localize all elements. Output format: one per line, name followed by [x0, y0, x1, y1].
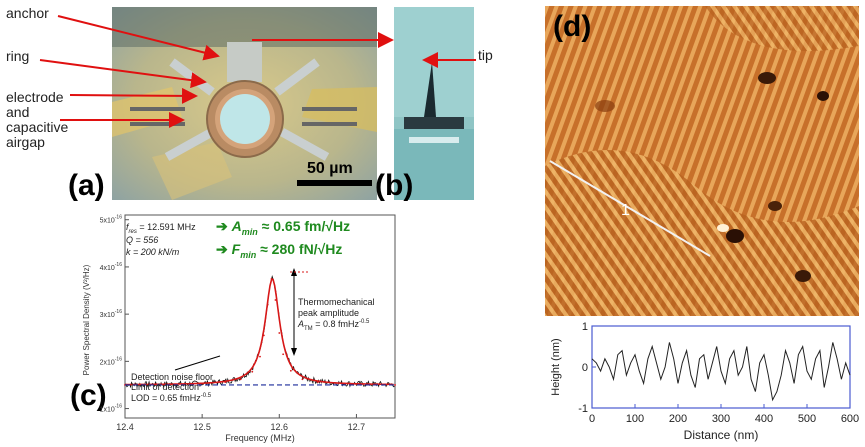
- psd-point: [289, 369, 292, 372]
- profile-x-label: Distance (nm): [684, 428, 759, 442]
- tip-photo: [394, 7, 474, 200]
- psd-chart: 12.4 12.5 12.6 12.7 1x10-16 2x10-16 3x10-16 4x…: [82, 214, 396, 443]
- psd-point: [274, 299, 277, 301]
- psd-x-label: Frequency (MHz): [225, 433, 295, 443]
- arrow-anchor: [57, 15, 220, 61]
- panel-c-letter: (c): [70, 379, 107, 412]
- profile-x-tick-label: 100: [626, 413, 644, 425]
- psd-x-tick-label: 12.6: [271, 422, 289, 432]
- height-profile-chart: 0 100 200 300 400 500 600 10-1 Distance (nm) H…: [550, 321, 859, 442]
- param-fres: fres = 12.591 MHz: [126, 222, 196, 235]
- psd-y-tick-label: 3x10-16: [100, 309, 123, 319]
- psd-point: [355, 383, 358, 385]
- scalebar-label: 50 µm: [307, 160, 353, 177]
- psd-y-label: Power Spectral Density (V²/Hz): [82, 264, 91, 375]
- profile-x-tick-label: 400: [755, 413, 773, 425]
- afm-image: [545, 6, 859, 316]
- psd-series: [124, 275, 396, 389]
- psd-y-tick-label: 5x10-16: [100, 215, 123, 225]
- psd-x-ticks: 12.4 12.5 12.6 12.7: [116, 414, 365, 432]
- panel-b-image: [394, 7, 474, 200]
- param-q: Q = 556: [126, 235, 159, 245]
- psd-y-tick-label: 1x10-16: [100, 404, 123, 414]
- profile-x-ticks: 0 100 200 300 400 500 600: [589, 404, 859, 425]
- arrow-electrode: [69, 87, 198, 104]
- psd-point: [259, 355, 261, 358]
- psd-point: [239, 378, 242, 381]
- label-anchor: anchor: [6, 5, 49, 21]
- psd-point: [251, 370, 254, 373]
- arrow-tip: [422, 52, 476, 68]
- psd-y-ticks: 1x10-16 2x10-16 3x10-16 4x10-16 5x10-16: [100, 215, 129, 414]
- panel-a-arrows: [39, 15, 394, 128]
- psd-point: [270, 277, 273, 280]
- psd-point: [278, 332, 281, 334]
- param-k: k = 200 kN/m: [126, 247, 180, 257]
- label-capacitive: capacitive: [6, 119, 69, 135]
- psd-point: [266, 303, 269, 306]
- psd-point: [162, 383, 165, 386]
- profile-x-tick-label: 500: [798, 413, 816, 425]
- panel-b-letter: (b): [375, 169, 414, 202]
- psd-point: [262, 334, 265, 337]
- profile-frame: [591, 325, 851, 409]
- psd-point: [201, 382, 204, 385]
- profile-line: [549, 160, 711, 257]
- psd-point: [282, 353, 285, 356]
- profile-x-tick-label: 300: [712, 413, 730, 425]
- label-electrode: electrode: [6, 89, 64, 105]
- psd-y-tick-label: 2x10-16: [100, 356, 123, 366]
- panel-a-letter: (a): [68, 169, 105, 202]
- noise-floor-pointer: [174, 355, 221, 371]
- psd-point: [224, 381, 227, 384]
- profile-series: [591, 342, 851, 402]
- profile-y-label: Height (nm): [550, 338, 562, 395]
- psd-fit-line: [124, 278, 394, 386]
- profile-x-tick-label: 200: [669, 413, 687, 425]
- psd-point: [316, 381, 319, 384]
- psd-x-tick-label: 12.4: [116, 422, 134, 432]
- amin-text: ➔ Amin ≈ 0.65 fm/√Hz: [216, 218, 351, 237]
- profile-y-tick-label: 0: [582, 362, 588, 374]
- afm-topography: [545, 6, 859, 316]
- label-airgap: airgap: [6, 134, 45, 150]
- arrow-ring: [39, 59, 207, 89]
- psd-y-tick-label: 4x10-16: [100, 262, 123, 272]
- fmin-text: ➔ Fmin ≈ 280 fN/√Hz: [216, 241, 343, 260]
- profile-x-tick-label: 600: [841, 413, 859, 425]
- label-ring: ring: [6, 48, 30, 64]
- noise-annotation: Detection noise floor Limit of detection…: [131, 372, 214, 403]
- thermo-annotation: Thermomechanical peak amplitude ATM = 0.…: [298, 297, 375, 332]
- profile-line-label: 1: [621, 202, 630, 219]
- label-and: and: [6, 104, 30, 120]
- profile-y-ticks: 1 0 -1: [578, 321, 596, 415]
- panel-d-letter: (d): [553, 10, 592, 43]
- profile-x-tick-label: 0: [589, 413, 595, 425]
- profile-y-tick-label: -1: [578, 403, 588, 415]
- psd-point: [301, 378, 304, 381]
- profile-y-tick-label: 1: [582, 321, 588, 333]
- psd-x-tick-label: 12.5: [193, 422, 211, 432]
- label-tip: tip: [478, 47, 493, 63]
- psd-point: [394, 384, 396, 386]
- psd-x-tick-label: 12.7: [348, 422, 366, 432]
